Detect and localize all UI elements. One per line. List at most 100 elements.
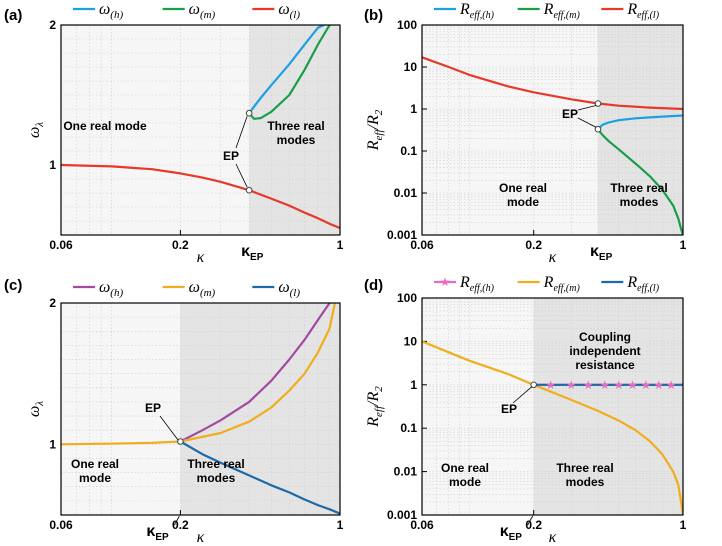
- legend-label-0: Reff,(h): [459, 1, 495, 21]
- region-label-line: modes: [277, 133, 316, 147]
- x-tick-label: 0.06: [410, 238, 434, 252]
- y-tick-label: 0.001: [387, 508, 417, 522]
- legend-label-0-sub: (h): [110, 9, 123, 21]
- series-marker-0: ★: [583, 378, 594, 392]
- x-tick-label: 1: [337, 238, 344, 252]
- series-marker-0: ★: [545, 378, 556, 392]
- y-label-sub: λ: [34, 401, 46, 407]
- annotation-line: Coupling: [579, 330, 631, 344]
- legend-label-0-base: ω: [99, 1, 110, 18]
- region-label-line: Three real: [556, 461, 613, 475]
- series-line-1: [596, 128, 683, 235]
- region-label-line: One real: [441, 461, 489, 475]
- series-line-2: [422, 56, 683, 111]
- region-label: One real mode: [499, 181, 547, 209]
- legend-label-1-sub: (m): [200, 9, 216, 21]
- legend-label-2-sub: (l): [290, 287, 301, 299]
- x-tick-label: 0.06: [410, 518, 434, 532]
- x-tick-label: 1: [680, 518, 687, 532]
- legend-label-1: ω(m): [189, 279, 216, 299]
- ep-label: EP: [145, 401, 161, 415]
- kappa-ep-label-sub: EP: [155, 532, 169, 543]
- ep-leader: [577, 105, 597, 111]
- kappa-ep-label-base: κ: [500, 523, 509, 540]
- x-tick-label: 0.2: [172, 238, 189, 252]
- annotation-line: independent: [569, 344, 640, 358]
- region-label-line: Three real: [610, 181, 667, 195]
- legend-label-2: ω(l): [278, 279, 300, 299]
- series-marker-0: ★: [613, 378, 624, 392]
- legend-label-0-sub: (h): [110, 287, 123, 299]
- y-tick-label: 2: [49, 296, 56, 310]
- y-label-sub: eff: [373, 128, 385, 141]
- legend-label-1: Reff,(m): [543, 1, 581, 21]
- y-tick-label: 2: [49, 18, 56, 32]
- region-label: Three real modes: [610, 181, 667, 209]
- panel-label: (b): [364, 7, 383, 24]
- series-line-0: [596, 114, 683, 131]
- x-axis-label: κ: [197, 529, 205, 546]
- y-label-den-sub: 2: [373, 109, 385, 115]
- panel-b: 0.06 0.2 1 0.001 0.01 0.1 1 10 100 κ Reff/R2 (b) Ref…: [364, 1, 687, 266]
- y-tick-label: 1: [410, 378, 417, 392]
- grid: [60, 25, 341, 235]
- region-label: One real mode: [71, 457, 119, 485]
- shaded-region: [249, 25, 340, 235]
- kappa-ep-label-sub: EP: [250, 252, 264, 263]
- ep-label: EP: [223, 149, 239, 163]
- legend-label-0-base: R: [459, 1, 470, 18]
- y-label-main: R: [365, 140, 382, 151]
- grid: [60, 303, 341, 515]
- y-tick-label: 0.001: [387, 228, 417, 242]
- ep-point: [594, 100, 602, 107]
- y-axis-label: Reff/R2: [365, 109, 385, 151]
- y-axis-label: ωλ: [26, 401, 46, 417]
- legend-label-2: Reff,(l): [626, 274, 659, 294]
- y-tick-label: 0.01: [394, 186, 418, 200]
- kappa-ep-leader: [174, 515, 180, 526]
- y-tick-label: 1: [49, 158, 56, 172]
- legend-marker: ★: [440, 275, 451, 289]
- region-label-line: modes: [620, 195, 659, 209]
- region-label-line: Three real: [267, 119, 324, 133]
- series-line-0: [248, 25, 325, 115]
- legend-label-1-sub: (m): [200, 287, 216, 299]
- region-label-line: mode: [79, 471, 111, 485]
- axes-frame: [421, 297, 684, 516]
- y-tick-label: 10: [404, 60, 418, 74]
- ep-label: EP: [562, 107, 578, 121]
- legend-label-1-sub: eff,(m): [553, 10, 580, 21]
- region-label-line: mode: [507, 195, 539, 209]
- x-axis-label: κ: [197, 249, 205, 266]
- x-tick-label: 0.06: [49, 238, 73, 252]
- ep-point: [245, 109, 253, 117]
- series-marker-0: ★: [599, 378, 610, 392]
- y-tick-label: 0.1: [400, 144, 417, 158]
- axes-frame: [421, 24, 684, 236]
- ep-leader: [235, 116, 248, 149]
- series-line-1: [422, 340, 683, 515]
- x-tick-label: 1: [337, 518, 344, 532]
- panel-label: (d): [364, 277, 383, 294]
- legend-label-2-sub: (l): [290, 9, 301, 21]
- ep-point: [594, 125, 602, 133]
- region-label-line: One real: [499, 181, 547, 195]
- y-tick-label: 0.1: [400, 421, 417, 435]
- legend-label-2: Reff,(l): [626, 1, 659, 21]
- x-tick-label: 0.2: [525, 238, 542, 252]
- legend-label-1-sub: eff,(m): [553, 283, 580, 294]
- y-tick-label: 1: [410, 102, 417, 116]
- kappa-ep-label-base: κ: [590, 243, 599, 260]
- series-group: [61, 303, 340, 515]
- region-label: Three real modes: [267, 119, 324, 147]
- ep-point: [177, 438, 184, 445]
- axes-frame: [60, 24, 341, 236]
- x-tick-label: 1: [680, 238, 687, 252]
- legend-label-2-sub: eff,(l): [637, 10, 660, 21]
- ep-leader: [235, 163, 248, 188]
- panel-d: ★ ★ ★ ★ ★ ★ ★ ★ ★0.06 0.2 10.0010.010.1110100κReff…: [364, 274, 687, 546]
- legend-label-0-sub: eff,(h): [470, 10, 495, 21]
- legend-label-0-sub: eff,(h): [470, 283, 495, 294]
